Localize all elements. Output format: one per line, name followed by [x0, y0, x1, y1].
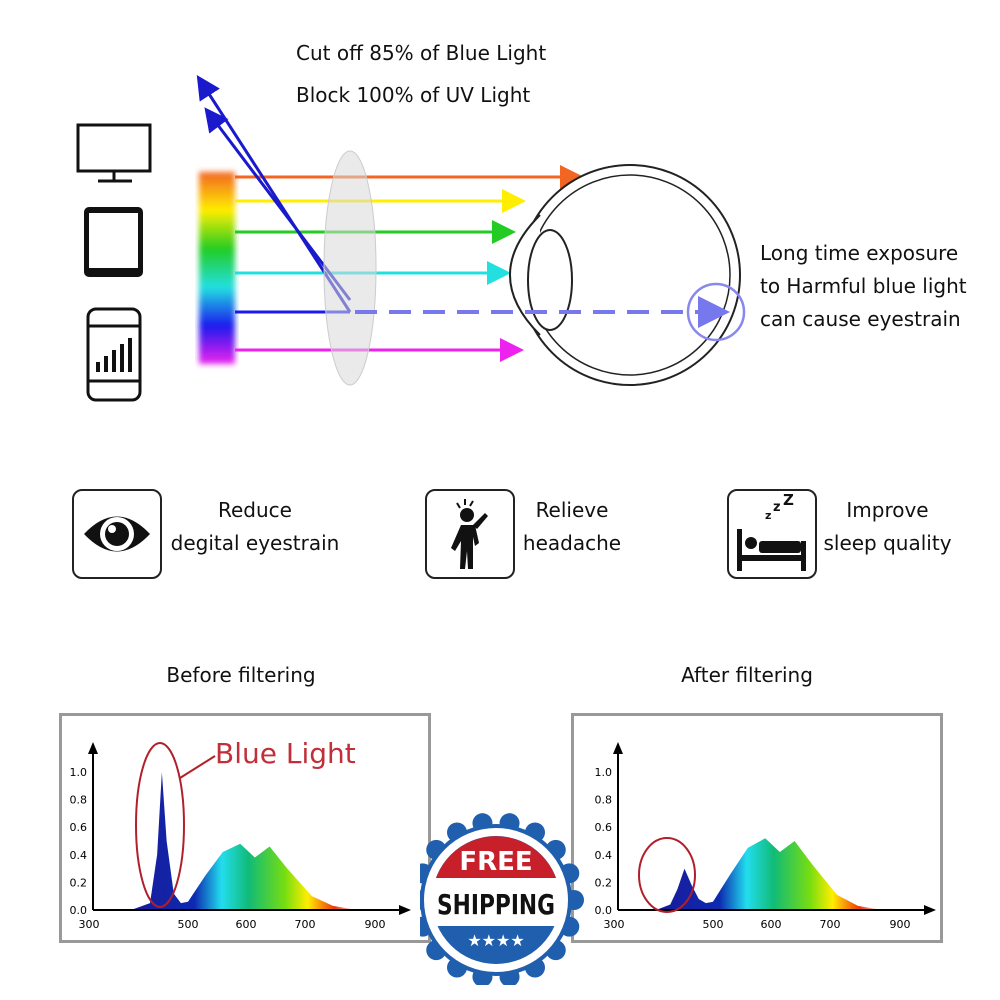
eye-note-line-3: can cause eyestrain [760, 307, 961, 331]
y-axis-arrow [613, 742, 623, 754]
eye-note-line-1: Long time exposure [760, 241, 959, 265]
y-axis-arrow [88, 742, 98, 754]
x-tick-label: 900 [365, 918, 386, 931]
lens [323, 150, 377, 386]
x-tick-label: 500 [703, 918, 724, 931]
spectrum-area [131, 772, 358, 910]
eyeball-illustration [509, 164, 741, 386]
feature-3-subtitle: sleep quality [823, 531, 952, 555]
x-tick-label: 600 [236, 918, 257, 931]
y-tick-label: 1.0 [595, 766, 613, 779]
blue-light-highlight [638, 837, 696, 913]
blue-light-claim: Cut off 85% of Blue Light [296, 41, 547, 65]
svg-text:z: z [773, 500, 781, 515]
eye-icon [84, 516, 150, 552]
sleeping-bed-icon: zz Z [737, 491, 806, 571]
x-tick-label: 300 [79, 918, 100, 931]
y-tick-label: 0.0 [595, 904, 613, 917]
chart-1: 0.0 0.2 0.4 0.6 0.8 1.0 300 500 600 700 900 [595, 742, 936, 931]
eye-icon-box [72, 489, 162, 579]
headache-icon-box [425, 489, 515, 579]
badge-stars: ★★★★ [467, 931, 524, 950]
retina-highlight [686, 282, 746, 342]
x-tick-label: 700 [820, 918, 841, 931]
eye-note-line-2: to Harmful blue light [760, 274, 967, 298]
y-tick-label: 0.2 [70, 876, 88, 889]
feature-2-subtitle: headache [522, 531, 622, 555]
x-tick-label: 300 [604, 918, 625, 931]
blue-light-highlight [135, 742, 185, 908]
free-shipping-badge: FREE SHIPPING ★★★★ [420, 813, 584, 985]
feature-2-title: Relieve [535, 498, 609, 522]
y-tick-label: 0.6 [595, 821, 613, 834]
feature-3-title: Improve [846, 498, 929, 522]
feature-1-subtitle: degital eyestrain [170, 531, 340, 555]
light-spectrum-source [199, 172, 235, 364]
y-tick-label: 1.0 [70, 766, 88, 779]
headache-person-icon [451, 499, 488, 569]
y-tick-label: 0.4 [595, 849, 613, 862]
smartphone-icon [86, 307, 142, 402]
spectrum-area [656, 838, 883, 910]
feature-1-title: Reduce [218, 498, 292, 522]
x-tick-label: 500 [178, 918, 199, 931]
after-chart-title: After filtering [681, 663, 813, 687]
y-tick-label: 0.8 [70, 794, 88, 807]
x-tick-label: 700 [295, 918, 316, 931]
x-tick-label: 900 [890, 918, 911, 931]
blue-light-annotation: Blue Light [215, 737, 356, 770]
x-axis-arrow [924, 905, 936, 915]
y-tick-label: 0.2 [595, 876, 613, 889]
y-tick-label: 0.0 [70, 904, 88, 917]
chart-0: 0.0 0.2 0.4 0.6 0.8 1.0 300 500 600 700 900 Blue Li… [70, 737, 411, 931]
svg-text:Z: Z [783, 491, 794, 509]
svg-text:z: z [765, 509, 771, 522]
x-tick-label: 600 [761, 918, 782, 931]
badge-free-text: FREE [459, 847, 532, 877]
uv-light-claim: Block 100% of UV Light [296, 83, 531, 107]
y-tick-label: 0.6 [70, 821, 88, 834]
y-tick-label: 0.8 [595, 794, 613, 807]
badge-shipping-text: SHIPPING [437, 888, 555, 921]
blue-light-diagram [76, 74, 746, 402]
y-tick-label: 0.4 [70, 849, 88, 862]
monitor-icon [76, 123, 152, 183]
tablet-icon [84, 207, 143, 277]
spectrum-charts: 0.0 0.2 0.4 0.6 0.8 1.0 300 500 600 700 900 Blue Li… [70, 737, 936, 931]
annotation-leader [179, 755, 216, 779]
before-chart-title: Before filtering [166, 663, 316, 687]
x-axis-arrow [399, 905, 411, 915]
